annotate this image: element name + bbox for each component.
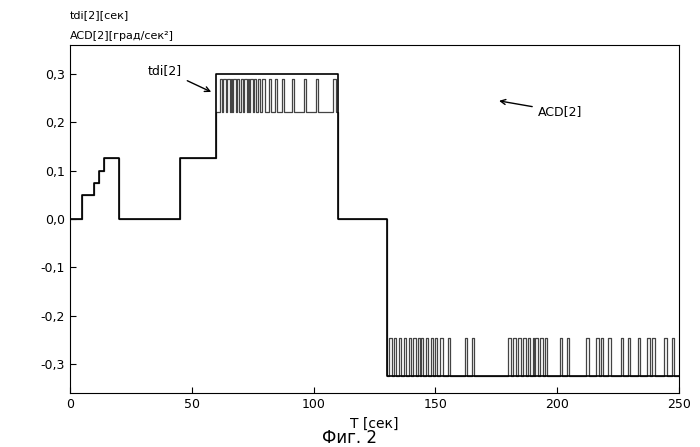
Text: tdi[2]: tdi[2] (148, 64, 210, 92)
Text: ACD[2]: ACD[2] (500, 100, 582, 118)
Text: Фиг. 2: Фиг. 2 (323, 429, 377, 447)
Text: tdi[2][сек]: tdi[2][сек] (70, 10, 130, 20)
Text: ACD[2][град/сек²]: ACD[2][град/сек²] (70, 31, 174, 41)
X-axis label: T [сек]: T [сек] (350, 417, 399, 431)
